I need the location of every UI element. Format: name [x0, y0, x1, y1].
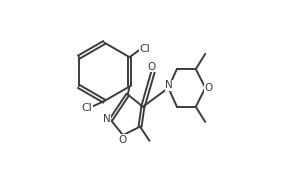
- Text: N: N: [103, 114, 110, 124]
- Text: Cl: Cl: [82, 103, 93, 113]
- Text: O: O: [147, 62, 155, 72]
- Text: O: O: [205, 83, 213, 93]
- Text: O: O: [118, 135, 126, 145]
- Text: Cl: Cl: [140, 44, 151, 54]
- Text: N: N: [165, 80, 173, 90]
